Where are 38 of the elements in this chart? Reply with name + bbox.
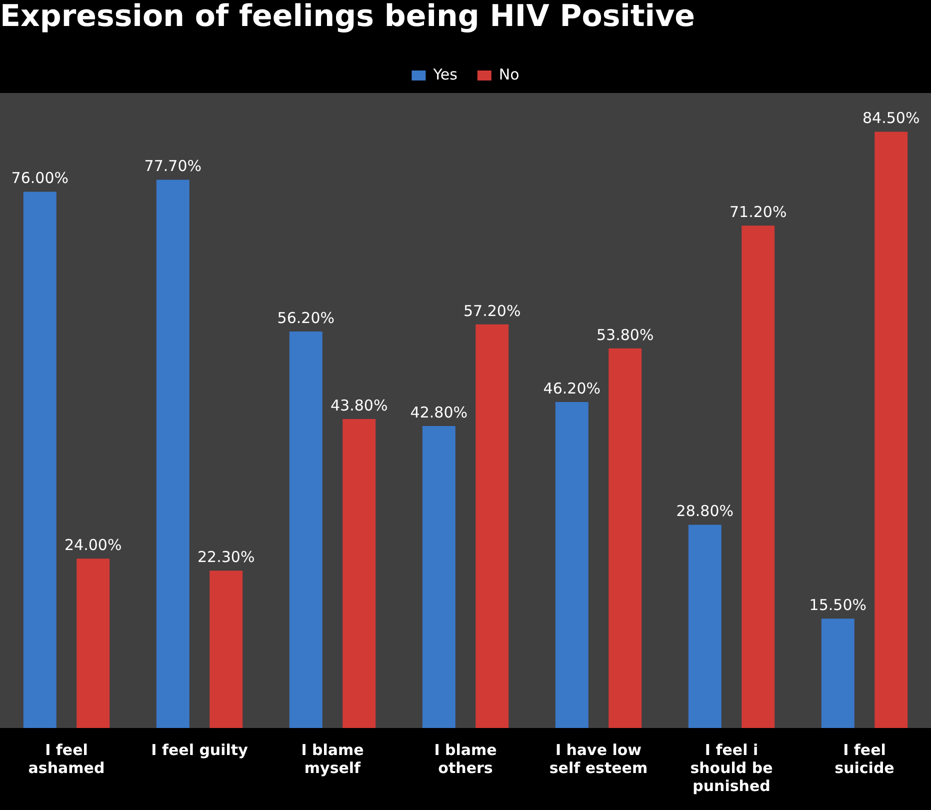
bar (156, 180, 190, 728)
legend-label: Yes (432, 65, 458, 84)
legend-label: No (498, 65, 520, 84)
bar (555, 402, 588, 728)
bar (688, 524, 722, 728)
bar (821, 618, 854, 728)
bar (874, 132, 908, 728)
data-label: 71.20% (730, 203, 787, 222)
chart-title: Expression of feelings being HIV Positive (0, 0, 695, 34)
data-label: 28.80% (676, 502, 734, 520)
data-label: 57.20% (464, 302, 521, 320)
data-label: 22.30% (198, 548, 255, 566)
data-label: 53.80% (596, 326, 654, 344)
bar (422, 426, 456, 728)
data-label: 77.70% (144, 157, 202, 176)
x-tick-label: I blame myself (301, 740, 364, 777)
x-tick-label: I blame others (434, 740, 497, 777)
data-label: 15.50% (809, 596, 866, 614)
data-label: 56.20% (277, 308, 334, 327)
x-tick-label: I feel ashamed (28, 740, 105, 777)
bar (210, 570, 243, 728)
x-tick-label: I feel guilty (151, 740, 248, 759)
data-label: 84.50% (862, 109, 920, 128)
x-tick-label: I feel suicide (834, 740, 894, 777)
x-tick-label: I have low self esteem (549, 740, 648, 777)
bar (342, 418, 376, 728)
bar (289, 331, 322, 728)
bar (742, 226, 775, 728)
data-label: 42.80% (410, 403, 468, 422)
data-label: 43.80% (330, 396, 388, 414)
x-tick-label: I feel i should be punished (690, 740, 773, 795)
bar (476, 324, 509, 728)
bar (608, 348, 642, 728)
data-label: 24.00% (64, 536, 122, 554)
data-label: 46.20% (543, 379, 600, 398)
bar (23, 192, 56, 728)
bar (76, 558, 110, 728)
data-label: 76.00% (11, 169, 68, 188)
